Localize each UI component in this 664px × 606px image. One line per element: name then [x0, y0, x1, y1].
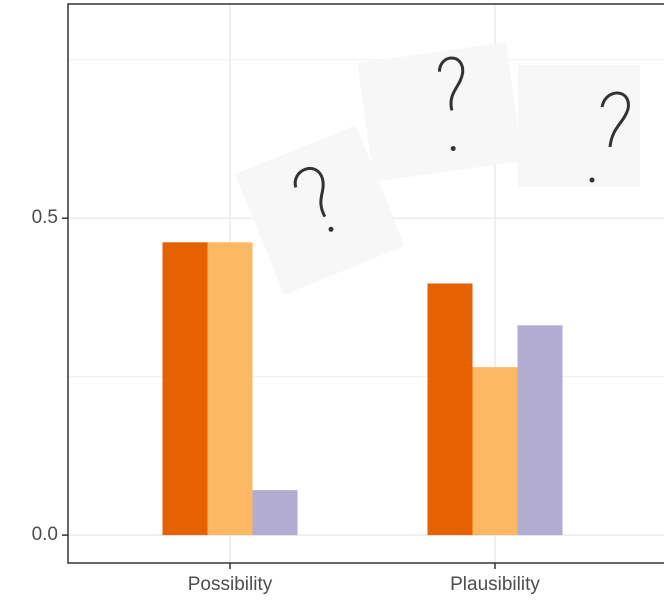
card [518, 65, 640, 187]
card [357, 42, 523, 182]
question-card [235, 125, 405, 295]
x-tick-label: Possibility [188, 574, 273, 595]
question-dot [450, 146, 456, 152]
question-dot [328, 226, 334, 232]
bar [162, 242, 208, 536]
question-glyph [600, 91, 630, 148]
panel-border [67, 3, 664, 564]
question-glyph [293, 167, 327, 218]
card [235, 125, 405, 295]
question-card [357, 42, 523, 182]
question-glyph [437, 56, 465, 111]
y-tick-label: 0.5 [32, 207, 58, 228]
bar [427, 283, 473, 536]
question-overlay [235, 42, 640, 295]
bar [472, 367, 518, 536]
y-tick-label: 0.0 [32, 524, 58, 545]
x-tick-label: Plausibility [450, 574, 540, 595]
bar [252, 490, 298, 536]
question-dot [589, 177, 595, 183]
question-card [518, 65, 640, 187]
axis-layer: 0.0 0.5 Possibility Plausibility [32, 207, 541, 595]
bar [207, 242, 253, 536]
bar-layer [162, 242, 563, 536]
bar [517, 325, 563, 536]
